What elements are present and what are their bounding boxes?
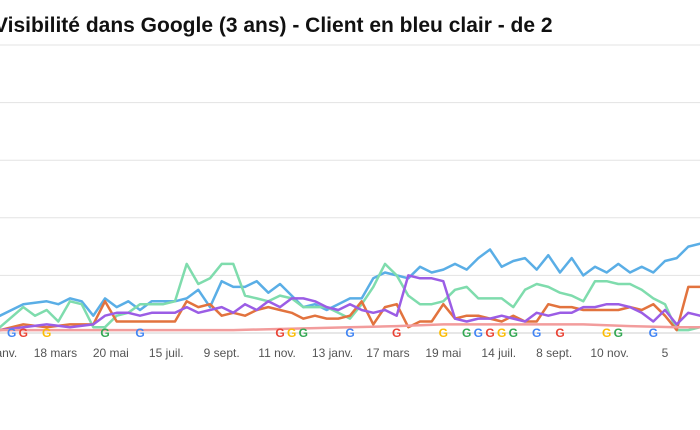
- google-update-icon[interactable]: G: [509, 326, 518, 340]
- google-update-icon[interactable]: G: [485, 326, 494, 340]
- x-tick-label: 9 sept.: [204, 346, 240, 360]
- x-tick-label: 18 mars: [34, 346, 77, 360]
- x-axis-ticks: 5 janv. 18 mars 20 mai 15 juil. 9 sept. 11 no…: [0, 346, 669, 360]
- google-update-icon[interactable]: G: [555, 326, 564, 340]
- x-tick-label: 11 nov.: [258, 346, 296, 360]
- google-update-icon[interactable]: G: [649, 326, 658, 340]
- google-update-icon[interactable]: G: [42, 326, 51, 340]
- series-line-3: [0, 285, 700, 332]
- google-update-icon[interactable]: G: [135, 326, 144, 340]
- x-tick-label: 19 mai: [425, 346, 461, 360]
- series-lines: [0, 242, 700, 332]
- google-update-icon[interactable]: G: [497, 326, 506, 340]
- google-update-icon[interactable]: G: [462, 326, 471, 340]
- x-tick-label: 15 juil.: [149, 346, 184, 360]
- x-tick-label: 13 janv.: [312, 346, 353, 360]
- google-update-icon[interactable]: G: [7, 326, 16, 340]
- google-update-icon[interactable]: G: [602, 326, 611, 340]
- google-update-icon[interactable]: G: [474, 326, 483, 340]
- x-tick-label: 20 mai: [93, 346, 129, 360]
- series-line-2: [0, 262, 700, 332]
- x-tick-label: 5: [662, 346, 669, 360]
- google-update-icon[interactable]: G: [19, 326, 28, 340]
- google-update-icon[interactable]: G: [345, 326, 354, 340]
- grid-lines: [0, 44, 700, 334]
- x-tick-label: 14 juil.: [481, 346, 516, 360]
- series-line-5: [0, 323, 700, 332]
- google-update-icon[interactable]: G: [532, 326, 541, 340]
- x-tick-label: 10 nov.: [590, 346, 628, 360]
- x-tick-label: 8 sept.: [536, 346, 572, 360]
- google-update-icon[interactable]: G: [100, 326, 109, 340]
- x-tick-label: 5 janv.: [0, 346, 17, 360]
- google-update-icon[interactable]: G: [299, 326, 308, 340]
- google-update-icon[interactable]: G: [287, 326, 296, 340]
- x-tick-label: 17 mars: [366, 346, 409, 360]
- google-update-icon[interactable]: G: [275, 326, 284, 340]
- chart-title: Visibilité dans Google (3 ans) - Client …: [0, 14, 553, 37]
- google-update-icon[interactable]: G: [614, 326, 623, 340]
- series-line-4: [0, 274, 700, 332]
- google-update-icon[interactable]: G: [439, 326, 448, 340]
- google-update-icon[interactable]: G: [392, 326, 401, 340]
